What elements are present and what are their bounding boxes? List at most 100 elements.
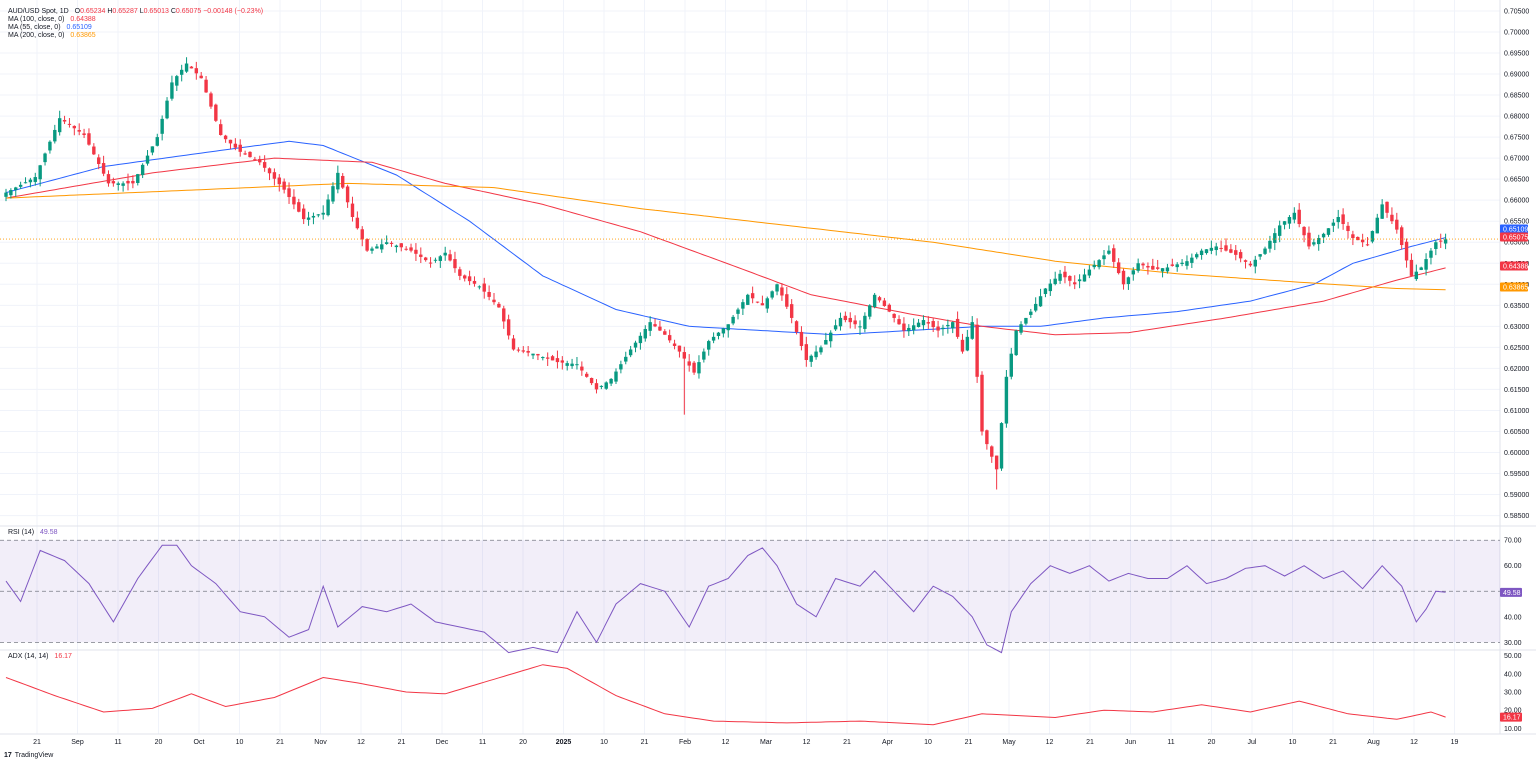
candle-body[interactable]: [1073, 282, 1077, 285]
candle-body[interactable]: [911, 325, 916, 331]
candle-body[interactable]: [297, 202, 301, 212]
candles[interactable]: [0, 57, 1500, 490]
candle-body[interactable]: [53, 129, 57, 142]
candle-body[interactable]: [33, 177, 37, 182]
candle-body[interactable]: [707, 341, 711, 350]
candle-body[interactable]: [1214, 246, 1218, 251]
candle-body[interactable]: [87, 133, 91, 145]
candle-body[interactable]: [892, 313, 896, 318]
candle-body[interactable]: [370, 248, 374, 251]
candle-body[interactable]: [663, 331, 667, 335]
candle-body[interactable]: [1302, 226, 1306, 236]
candle-body[interactable]: [1043, 288, 1048, 295]
ma200-line[interactable]: [5, 182, 1446, 291]
candle-body[interactable]: [199, 75, 203, 79]
candle-body[interactable]: [145, 155, 150, 164]
candle-body[interactable]: [316, 214, 321, 216]
candle-body[interactable]: [131, 180, 135, 184]
candle-body[interactable]: [204, 79, 208, 93]
candle-body[interactable]: [789, 304, 794, 318]
candle-body[interactable]: [1321, 233, 1326, 238]
candle-body[interactable]: [589, 377, 594, 384]
candle-body[interactable]: [170, 82, 174, 99]
candle-body[interactable]: [868, 305, 872, 317]
time-axis[interactable]: 21 Sep 11 20 Oct 10 21 Nov 12 21 Dec 11 20 2025 10 21 Fe…: [33, 739, 1458, 746]
candle-body[interactable]: [62, 119, 67, 122]
candle-body[interactable]: [858, 326, 862, 328]
candle-body[interactable]: [1238, 252, 1243, 259]
candle-body[interactable]: [643, 328, 647, 339]
candle-body[interactable]: [951, 322, 955, 329]
candle-body[interactable]: [463, 275, 467, 279]
candle-body[interactable]: [1375, 217, 1379, 234]
candle-body[interactable]: [1087, 269, 1092, 276]
candle-body[interactable]: [755, 301, 760, 303]
candle-body[interactable]: [833, 325, 838, 330]
candle-body[interactable]: [1092, 264, 1096, 268]
candle-body[interactable]: [1151, 265, 1155, 270]
candle-body[interactable]: [955, 318, 960, 337]
candle-body[interactable]: [1365, 244, 1370, 246]
candle-body[interactable]: [941, 327, 945, 330]
candle-body[interactable]: [399, 243, 403, 248]
candle-body[interactable]: [1121, 270, 1126, 285]
candle-body[interactable]: [1185, 261, 1189, 266]
candle-body[interactable]: [897, 319, 901, 325]
candle-body[interactable]: [223, 135, 228, 140]
candle-body[interactable]: [633, 342, 638, 348]
candle-body[interactable]: [1195, 254, 1199, 258]
candle-body[interactable]: [921, 320, 926, 326]
candle-body[interactable]: [306, 217, 311, 220]
candle-body[interactable]: [1370, 231, 1375, 242]
candle-body[interactable]: [165, 100, 169, 119]
candle-body[interactable]: [409, 247, 413, 251]
ma55-legend[interactable]: MA (55, close, 0) 0.65109: [8, 24, 92, 32]
candle-body[interactable]: [1068, 275, 1072, 281]
candle-body[interactable]: [1248, 263, 1253, 266]
candle-body[interactable]: [1439, 240, 1443, 242]
candle-body[interactable]: [287, 188, 291, 198]
candle-body[interactable]: [609, 378, 613, 384]
candle-body[interactable]: [1282, 221, 1287, 225]
candle-body[interactable]: [267, 168, 272, 174]
candle-body[interactable]: [101, 163, 106, 174]
candle-body[interactable]: [433, 259, 438, 261]
candle-body[interactable]: [1146, 265, 1150, 268]
ma100-legend[interactable]: MA (100, close, 0) 0.64388: [8, 16, 96, 24]
candle-body[interactable]: [423, 257, 428, 261]
candle-body[interactable]: [1336, 217, 1340, 223]
candle-body[interactable]: [111, 181, 116, 184]
candle-body[interactable]: [1180, 262, 1184, 265]
candle-body[interactable]: [1229, 249, 1233, 253]
candle-body[interactable]: [658, 326, 662, 331]
candle-body[interactable]: [14, 187, 18, 190]
candle-body[interactable]: [863, 315, 867, 329]
candle-body[interactable]: [838, 317, 843, 327]
adx-legend[interactable]: ADX (14, 14) 16.17: [8, 653, 72, 661]
candle-body[interactable]: [57, 118, 62, 133]
candle-body[interactable]: [72, 125, 77, 129]
candle-body[interactable]: [365, 238, 369, 251]
candle-body[interactable]: [1141, 263, 1145, 266]
candle-body[interactable]: [18, 184, 23, 187]
candle-body[interactable]: [28, 179, 33, 183]
candle-body[interactable]: [414, 249, 418, 254]
candle-body[interactable]: [1204, 249, 1209, 254]
candle-body[interactable]: [487, 291, 491, 297]
adx-line[interactable]: [5, 664, 1446, 726]
candle-body[interactable]: [140, 164, 145, 176]
candle-body[interactable]: [1199, 250, 1204, 256]
candle-body[interactable]: [1297, 209, 1301, 225]
candle-body[interactable]: [980, 374, 984, 432]
ma200-legend[interactable]: MA (200, close, 0) 0.63865: [8, 32, 96, 40]
candle-body[interactable]: [341, 175, 345, 188]
candle-body[interactable]: [1346, 225, 1350, 232]
candle-body[interactable]: [721, 328, 726, 334]
candle-body[interactable]: [667, 335, 672, 341]
candle-body[interactable]: [321, 212, 325, 215]
candle-body[interactable]: [1033, 303, 1038, 311]
candle-body[interactable]: [160, 118, 164, 134]
candle-body[interactable]: [1224, 245, 1228, 251]
candle-body[interactable]: [150, 146, 155, 153]
